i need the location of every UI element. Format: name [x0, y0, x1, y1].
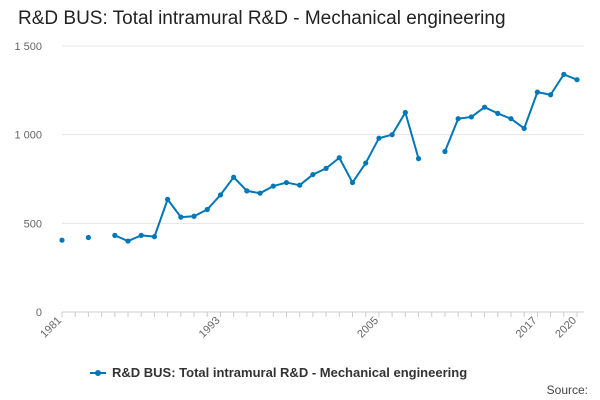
data-point — [402, 109, 408, 116]
data-point — [495, 110, 501, 116]
y-tick-label: 1 500 — [14, 41, 42, 53]
legend: R&D BUS: Total intramural R&D - Mechanic… — [90, 365, 467, 380]
data-point — [363, 160, 369, 166]
series-line-segment — [443, 117, 460, 153]
data-point — [481, 104, 488, 110]
series-line-segment — [325, 156, 341, 170]
data-point — [310, 171, 316, 178]
data-point — [561, 71, 567, 77]
series-line-segment — [166, 198, 182, 219]
data-point — [151, 234, 158, 240]
data-point — [442, 148, 448, 155]
series-line-segment — [523, 91, 539, 130]
series-line-segment — [549, 73, 565, 96]
data-point — [455, 116, 461, 122]
data-point — [125, 238, 131, 244]
data-point — [165, 196, 171, 202]
data-point — [270, 183, 276, 189]
x-tick-label: 2005 — [355, 315, 381, 341]
x-tick-label: 1981 — [38, 315, 64, 341]
data-point — [389, 132, 395, 138]
data-point — [349, 179, 356, 186]
y-tick-label: 500 — [24, 218, 42, 230]
series-line-segment — [404, 111, 420, 160]
chart-title: R&D BUS: Total intramural R&D - Mechanic… — [18, 8, 506, 29]
series-line-segment — [298, 173, 314, 187]
data-point — [574, 77, 580, 83]
data-point — [204, 206, 210, 213]
series-line-segment — [391, 111, 407, 136]
data-point — [178, 214, 184, 220]
axes: 0 500 1 000 1 500 1981 1993 2005 2017 2020 — [14, 41, 584, 340]
gridlines — [62, 45, 584, 224]
data-point — [138, 232, 144, 238]
data-point — [508, 116, 514, 122]
series-line-segment — [470, 106, 486, 118]
data-point — [323, 165, 329, 171]
x-tick-label: 1993 — [197, 315, 223, 341]
data-point — [244, 188, 250, 194]
series-line-segment — [232, 176, 248, 192]
data-point — [217, 192, 224, 198]
data-points — [59, 71, 580, 244]
series-line-segment — [153, 198, 169, 238]
y-tick-label: 1 000 — [14, 130, 42, 142]
series-line-segment — [351, 162, 367, 184]
data-point — [547, 92, 554, 98]
y-tick-label: 0 — [36, 307, 42, 319]
series-line-segment — [219, 176, 235, 196]
data-point — [376, 135, 382, 141]
data-point — [297, 182, 303, 188]
data-point — [534, 89, 540, 95]
legend-label: R&D BUS: Total intramural R&D - Mechanic… — [112, 365, 468, 380]
series-line-segment — [364, 137, 380, 165]
series-line-segment — [509, 117, 526, 130]
data-point — [85, 234, 92, 241]
series-line-segment — [206, 193, 222, 211]
source-label: Source: — [546, 383, 588, 397]
data-point — [191, 213, 197, 219]
legend-swatch-dot — [95, 369, 101, 376]
data-point — [415, 156, 422, 162]
data-point — [257, 190, 263, 196]
data-point — [59, 237, 65, 243]
x-tick-label: 2020 — [553, 315, 579, 341]
series-line-segment — [338, 156, 354, 184]
legend-swatch — [90, 369, 106, 376]
data-point — [283, 179, 290, 186]
x-tick-label: 2017 — [514, 315, 540, 341]
series-lines — [113, 73, 578, 243]
data-point — [112, 232, 118, 238]
data-point — [336, 155, 342, 161]
data-point — [231, 174, 237, 180]
data-point — [521, 125, 527, 132]
data-point — [468, 114, 474, 120]
